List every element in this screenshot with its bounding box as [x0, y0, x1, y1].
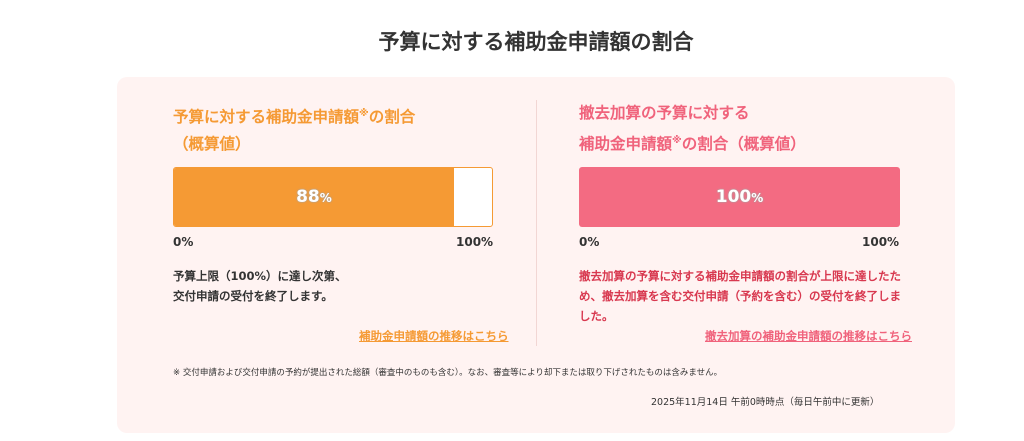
- update-timestamp: 2025年11月14日 午前0時時点（毎日午前中に更新）: [651, 397, 880, 408]
- left-title-note-mark: ※: [359, 108, 369, 119]
- right-title: 撤去加算の予算に対する 補助金申請額※の割合（概算値）: [579, 100, 806, 158]
- right-history-link[interactable]: 撤去加算の補助金申請額の推移はこちら: [705, 329, 912, 343]
- footnote: ※ 交付申請および交付申請の予約が提出された総額（審査中のものも含む）。なお、審…: [173, 368, 723, 378]
- left-title-text: 予算に対する補助金申請額: [173, 108, 360, 127]
- right-scale-min: 0%: [579, 235, 600, 249]
- right-description-line: め、撤去加算を含む交付申請（予約を含む）の受付を終了しま: [579, 289, 901, 303]
- left-description: 予算上限（100%）に達し次第、 交付申請の受付を終了します。: [173, 266, 347, 306]
- left-description-line: 予算上限（100%）に達し次第、: [173, 269, 347, 283]
- right-progress-bar: 100%: [579, 167, 900, 227]
- right-description-line: した。: [579, 309, 614, 323]
- left-scale-max: 100%: [456, 235, 494, 249]
- column-divider: [536, 100, 537, 346]
- right-progress-value: 100%: [715, 187, 764, 207]
- left-title-suffix: の割合: [368, 108, 416, 127]
- right-progress-fill: 100%: [579, 167, 900, 227]
- left-description-line: 交付申請の受付を終了します。: [173, 289, 333, 303]
- right-title-text2: 補助金申請額: [579, 135, 673, 154]
- right-title-note-mark: ※: [672, 135, 682, 146]
- right-scale-max: 100%: [862, 235, 900, 249]
- right-description-line: 撤去加算の予算に対する補助金申請額の割合が上限に達したた: [579, 269, 901, 283]
- right-description: 撤去加算の予算に対する補助金申請額の割合が上限に達したた め、撤去加算を含む交付…: [579, 266, 901, 326]
- right-title-text: 撤去加算の予算に対する: [579, 104, 750, 122]
- left-scale-min: 0%: [173, 235, 194, 249]
- left-history-link[interactable]: 補助金申請額の推移はこちら: [359, 329, 509, 343]
- left-title: 予算に対する補助金申請額※の割合 （概算値）: [173, 100, 415, 158]
- right-title-suffix: の割合（概算値）: [681, 135, 806, 154]
- left-title-approx: （概算値）: [173, 135, 251, 154]
- left-progress-fill: 88%: [174, 168, 454, 226]
- left-progress-bar: 88%: [173, 167, 493, 227]
- page-title: 予算に対する補助金申請額の割合: [378, 30, 694, 54]
- left-progress-value: 88%: [296, 187, 332, 207]
